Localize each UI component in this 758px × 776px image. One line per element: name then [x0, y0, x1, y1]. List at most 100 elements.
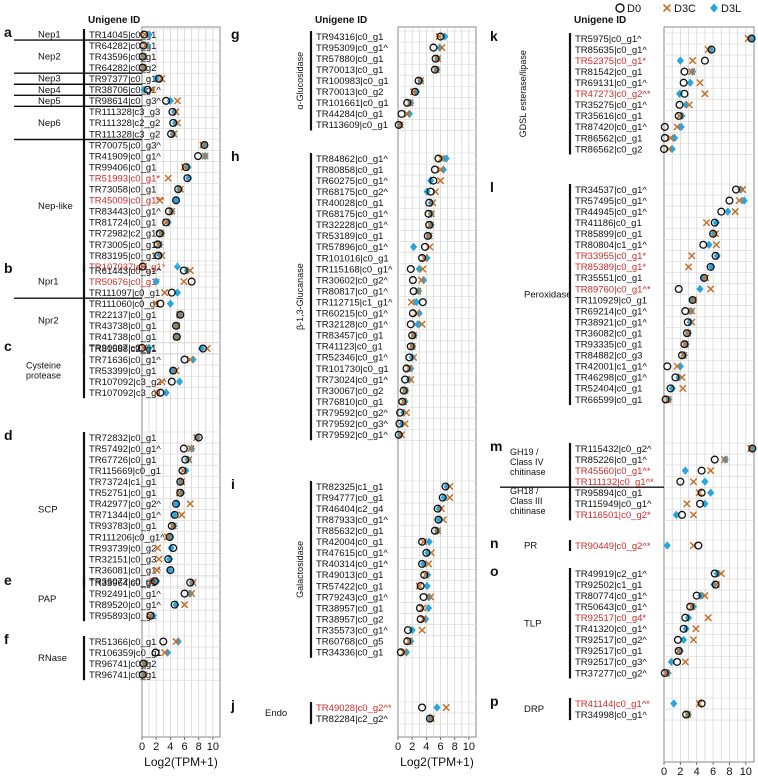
marker-d3c [424, 560, 433, 568]
gene-id: TR45009|c0_g1^* [89, 196, 165, 207]
gene-row: TR52751|c0_g1 [89, 488, 186, 499]
panel-letter: d [4, 427, 13, 443]
marker-d0 [677, 351, 687, 360]
group-label: DRP [524, 704, 544, 715]
marker-d3c [155, 196, 164, 205]
panel-letter: c [4, 338, 12, 354]
gene-id: TR85635|c0_g1^ [575, 45, 647, 56]
marker-d0 [402, 364, 411, 373]
marker-d3l [407, 364, 415, 373]
marker-d0 [674, 111, 683, 120]
marker-d3l [408, 625, 416, 635]
marker-d3c [415, 582, 424, 590]
marker-d3c [446, 493, 454, 502]
panel-o: o TLP TR49919|c2_g1^TR92502|c1_g1TR80774|c… [490, 563, 754, 679]
marker-d0 [673, 635, 682, 644]
gene-row: TR67726|c0_g1 [89, 455, 193, 466]
marker-d0 [171, 196, 181, 205]
marker-d0 [405, 353, 414, 362]
marker-d3l [433, 703, 441, 712]
marker-d3c [169, 522, 177, 530]
marker-d3c [177, 511, 186, 519]
marker-d0 [414, 76, 423, 85]
marker-d3c [720, 455, 729, 464]
gene-row: TR80817|c0_g1^ [316, 286, 423, 297]
marker-d3c [401, 419, 409, 428]
marker-d0 [406, 264, 415, 274]
gene-id: TR40314|c0_g1^ [316, 559, 388, 570]
marker-d3c [160, 648, 169, 657]
marker-d3c [684, 263, 693, 271]
marker-d3l [676, 56, 684, 65]
marker-d0 [415, 604, 425, 613]
marker-d0 [171, 499, 181, 508]
marker-d3l [166, 554, 174, 564]
gene-id: TR81724|c0_g1 [89, 218, 156, 229]
gene-row: TR35616|c0_g1 [575, 111, 686, 122]
x-tick-label: 0 [139, 741, 145, 753]
marker-d0 [677, 510, 687, 519]
x-tick-label: 8 [726, 766, 732, 776]
marker-d3l [412, 297, 421, 307]
marker-d3c [407, 375, 415, 384]
marker-d0 [169, 366, 178, 375]
gene-id: TR51993|c0_g1* [89, 173, 160, 184]
marker-d0 [396, 648, 405, 657]
marker-d3c [673, 123, 681, 131]
gene-row: TR84862|c0_g1^ [316, 154, 450, 165]
gene-row: TR107037|c0_g1* [89, 262, 182, 273]
marker-d3c [678, 373, 686, 382]
gene-id: TR73005|c0_g1^ [89, 240, 161, 251]
gene-id: TR60768|c0_g5 [316, 637, 383, 648]
marker-d3l [166, 299, 174, 308]
marker-d3l [189, 355, 197, 364]
marker-d3l [172, 196, 180, 205]
marker-d3l [414, 320, 422, 329]
marker-d3c [417, 276, 426, 284]
marker-d3c [419, 538, 428, 546]
marker-d3c [702, 218, 711, 227]
gene-id: TR111328|c3_g2 [89, 129, 160, 140]
marker-d3c [201, 152, 209, 160]
gene-row: TR85899|c0_g1 [575, 229, 720, 240]
gene-id: TR92491|c0_g1^ [89, 589, 161, 600]
marker-d3l [439, 165, 447, 174]
marker-d3l [435, 515, 443, 524]
gene-id: TR66599|c0_g1 [575, 395, 642, 406]
gene-id: TR81568|c2_g1 [89, 344, 156, 355]
gene-id: TR73058|c0_g1 [89, 185, 156, 196]
gene-row: TR85632|c0_g1 [316, 526, 442, 537]
gene-row: TR85389|c0_g1* [575, 262, 716, 273]
group-label: Nep2 [38, 52, 61, 63]
group-label: β-1,3-Glucanase [295, 263, 305, 330]
marker-d3c [688, 252, 696, 260]
group-label: Nep4 [38, 85, 61, 96]
marker-d3l [184, 162, 192, 172]
panel-k: k GDSL esterase/lipase TR5975|c0_g1^TR8563… [490, 28, 756, 155]
marker-d3c [177, 477, 186, 486]
marker-d3l [676, 362, 684, 371]
x-tick-label: 8 [452, 741, 458, 753]
gene-row: TR57422|c0_g1 [316, 581, 431, 592]
gene-row: TR111328|c2_g2 [89, 118, 182, 129]
marker-d3l [167, 543, 175, 553]
marker-d0 [710, 218, 719, 227]
gene-row: TR93739|c0_g2 [89, 543, 178, 554]
gene-row: TR51993|c0_g1* [89, 173, 193, 184]
marker-d0 [425, 198, 434, 207]
x-tick-label: 6 [710, 766, 716, 776]
gene-id: TR92517|c0_g1 [575, 646, 642, 657]
group-label: α-Glucosidase [295, 52, 305, 110]
x-tick-label: 4 [167, 741, 173, 753]
gene-id: TR92502|c1_g1 [575, 580, 642, 591]
marker-d0 [167, 129, 176, 139]
gene-row: TR111132|c0_g1^* [575, 477, 709, 488]
gene-id: TR68175|c0_g1^ [316, 209, 388, 220]
panel-letter: h [231, 148, 240, 164]
gene-row: TR53189|c0_g1 [316, 231, 433, 242]
gene-id: TR41186|c0_g1 [575, 218, 642, 229]
gene-row: TR50643|c0_g1^ [575, 602, 698, 613]
